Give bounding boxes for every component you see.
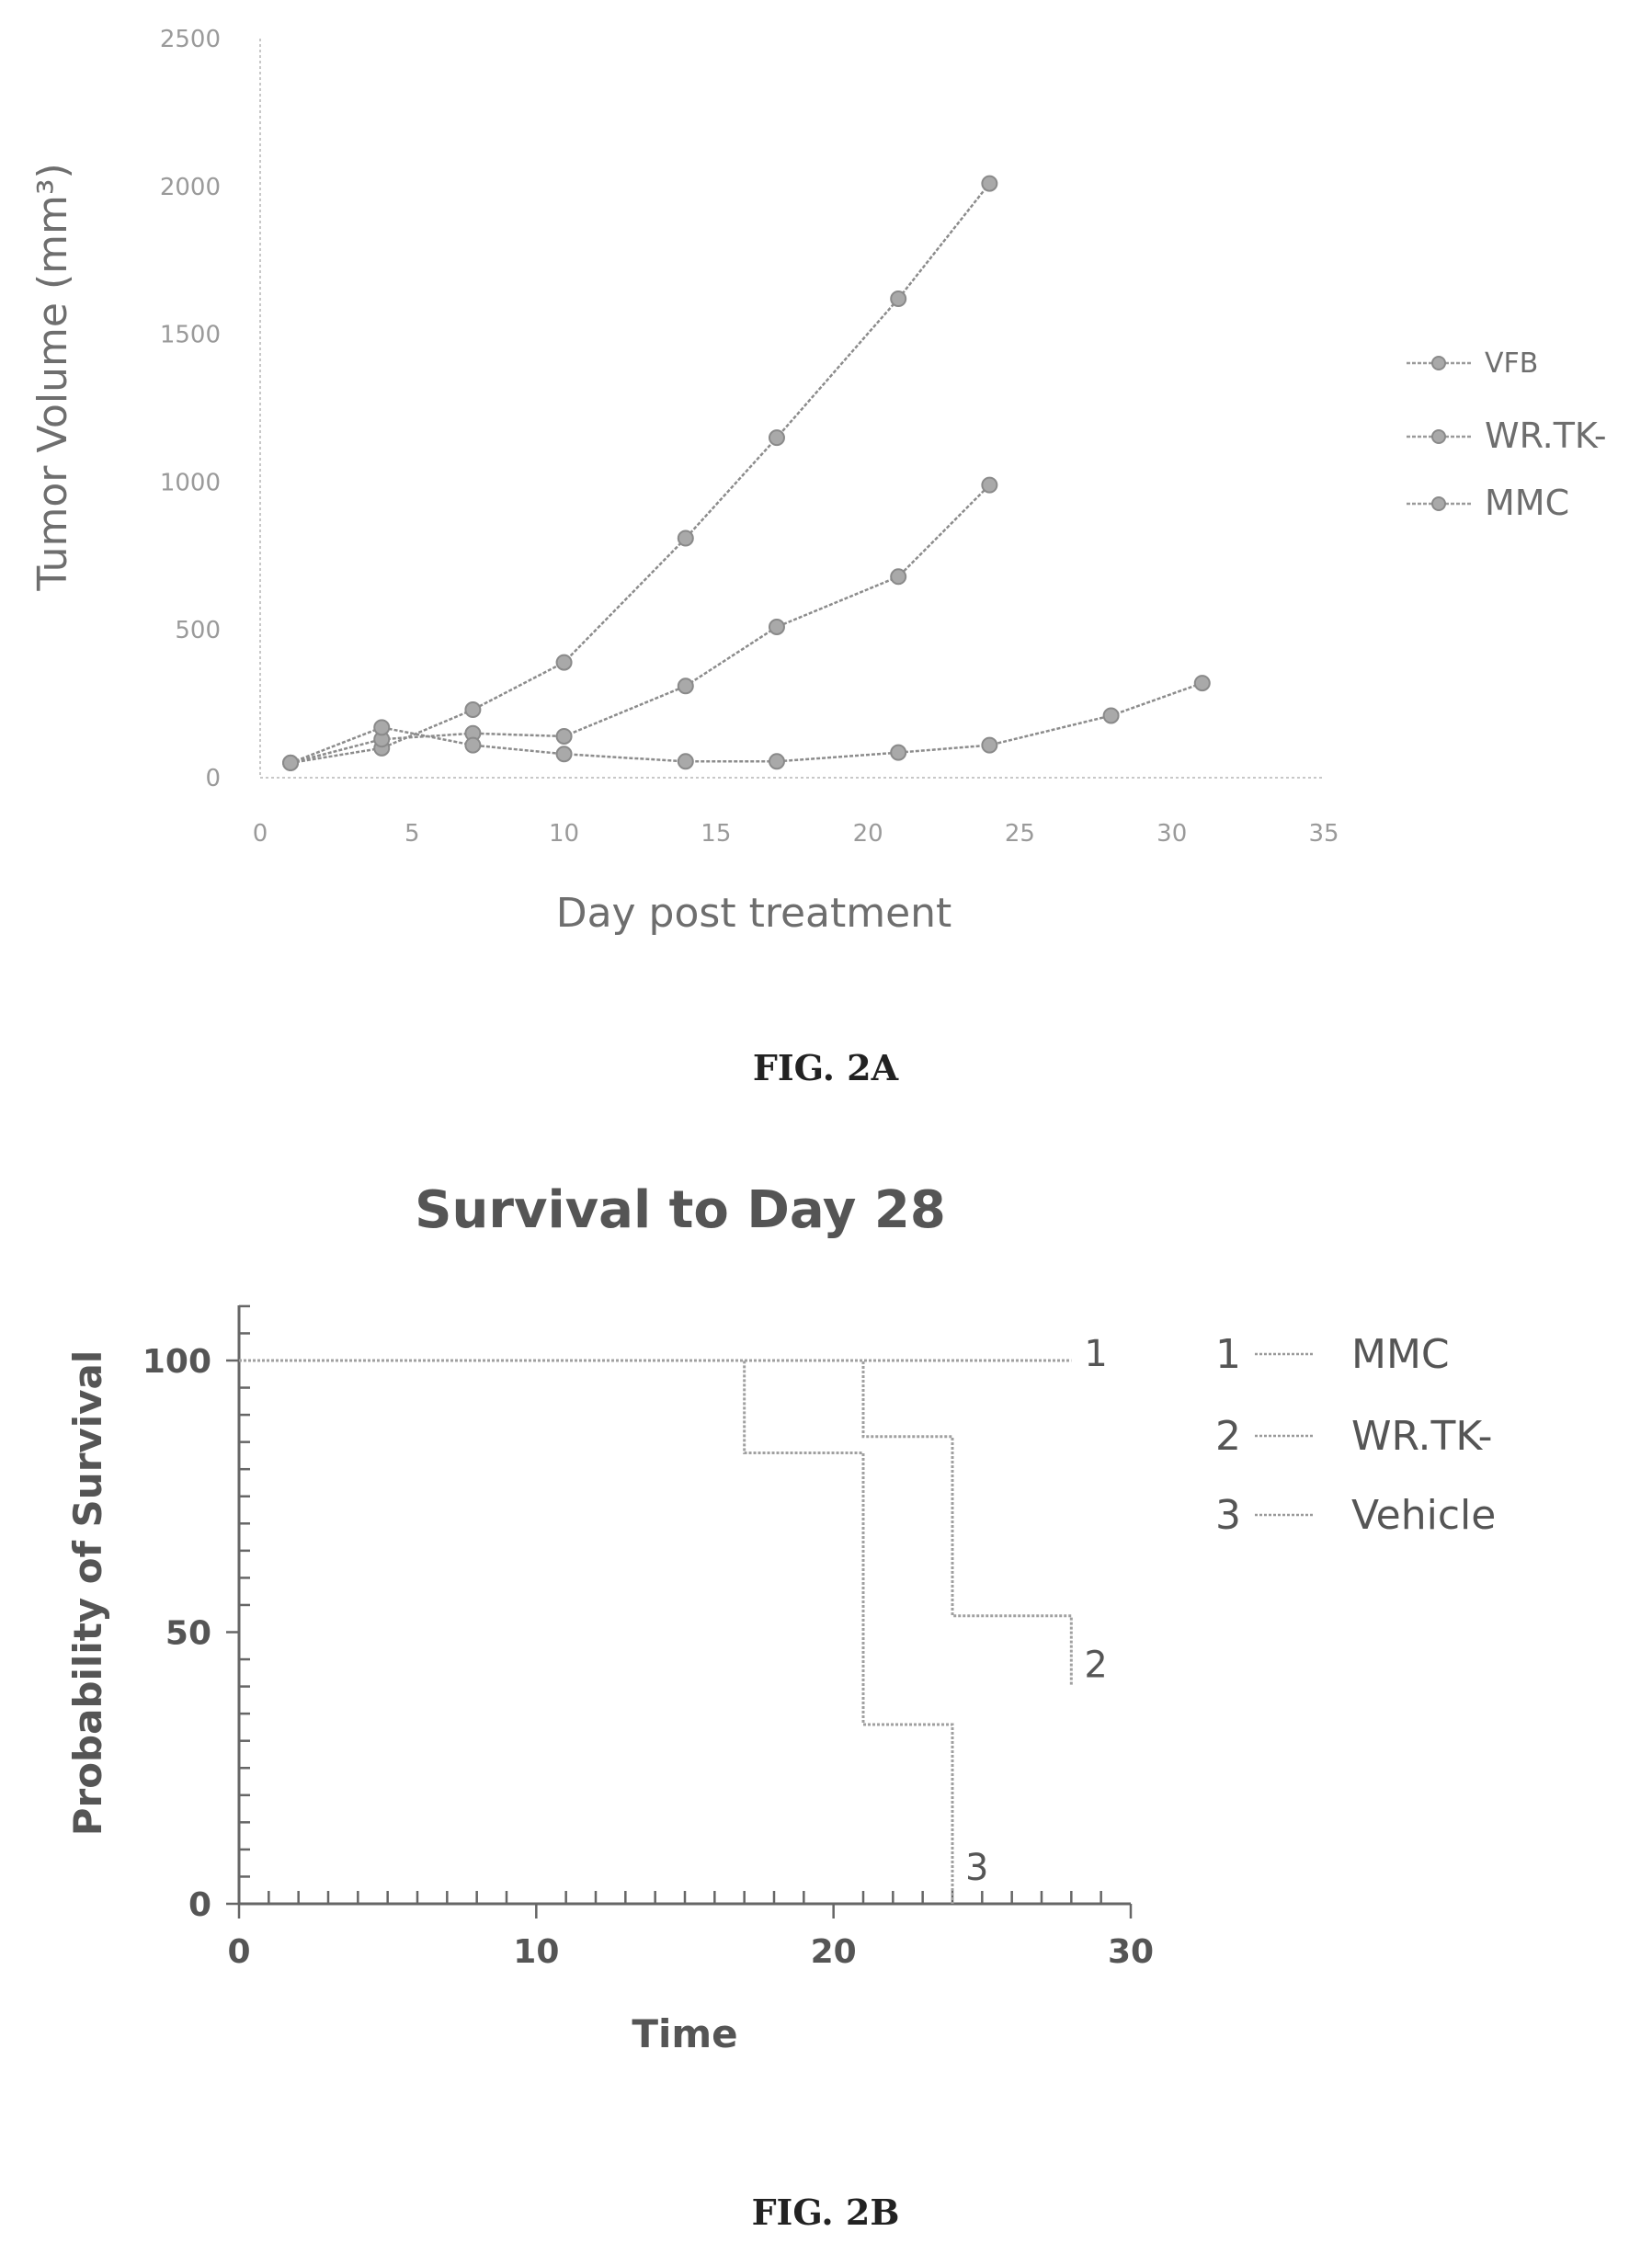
x-tick-label: 0 [253, 820, 268, 848]
data-point [555, 727, 573, 745]
data-point [677, 677, 694, 695]
legend-label: WR.TK- [1485, 416, 1607, 456]
y-tick-label: 0 [188, 1886, 211, 1924]
legend-label: Vehicle [1351, 1492, 1496, 1539]
data-point [373, 719, 391, 736]
y-tick-labels: 0 50 100 [142, 1343, 211, 1924]
legend-label: VFB [1485, 347, 1538, 380]
data-point [1193, 675, 1211, 692]
series-line-wrtk [290, 484, 991, 765]
legend-marker [1431, 429, 1446, 444]
x-tick-label: 25 [1005, 820, 1035, 848]
y-tick-label: 2500 [160, 26, 221, 53]
legend-marker [1431, 496, 1446, 511]
data-point [981, 476, 998, 494]
y-tick-label: 2000 [160, 174, 221, 201]
y-axis-label: Probability of Survival [65, 1350, 110, 1837]
y-tick-labels: 0 500 1000 1500 2000 2500 [160, 26, 221, 792]
y-tick-label: 0 [205, 765, 221, 792]
data-point [555, 654, 573, 671]
figure-caption-b: FIG. 2B [752, 2192, 900, 2233]
series-group: 1 2 3 [239, 1333, 1108, 1904]
curve-end-label: 3 [965, 1847, 988, 1889]
legend-id: 3 [1215, 1492, 1241, 1539]
legend-id: 2 [1215, 1413, 1241, 1460]
series-group [282, 175, 1211, 771]
data-point [890, 290, 907, 308]
x-tick-label: 30 [1108, 1933, 1154, 1971]
curve-end-label: 2 [1084, 1645, 1107, 1687]
minor-ticks [226, 1304, 1133, 1919]
data-point [555, 746, 573, 763]
x-axis-label: Day post treatment [556, 890, 952, 937]
data-point [464, 701, 482, 719]
x-axis-label: Time [632, 2011, 737, 2056]
x-tick-label: 10 [513, 1933, 559, 1971]
data-point [768, 618, 785, 635]
legend-label: WR.TK- [1351, 1413, 1492, 1460]
x-tick-labels: 0 5 10 15 20 25 30 35 [253, 820, 1339, 848]
x-tick-label: 0 [227, 1933, 250, 1971]
curve-end-label: 1 [1084, 1333, 1107, 1375]
data-point [1102, 707, 1120, 724]
x-tick-label: 5 [404, 820, 420, 848]
survival-chart: Survival to Day 28 0 50 100 0 10 20 30 1 2 3 Pr… [65, 1180, 1496, 2056]
data-point [768, 429, 785, 447]
x-tick-label: 30 [1156, 820, 1187, 848]
legend: VFB WR.TK- MMC [1407, 347, 1607, 523]
y-axis-label: Tumor Volume (mm³) [29, 163, 76, 591]
legend-label: MMC [1351, 1331, 1450, 1378]
x-tick-label: 20 [811, 1933, 857, 1971]
data-point [464, 736, 482, 754]
legend-id: 1 [1215, 1331, 1241, 1378]
x-tick-label: 15 [701, 820, 731, 848]
y-tick-label: 1000 [160, 469, 221, 496]
data-point [981, 736, 998, 754]
y-tick-label: 100 [142, 1343, 211, 1381]
data-point [890, 568, 907, 586]
legend-marker [1431, 356, 1446, 370]
data-point [677, 753, 694, 770]
x-tick-label: 35 [1308, 820, 1339, 848]
data-point [677, 529, 694, 547]
legend-label: MMC [1485, 483, 1569, 523]
data-point [282, 754, 300, 771]
survival-curve-2 [239, 1359, 1073, 1687]
data-point [981, 175, 998, 192]
chart-title: Survival to Day 28 [415, 1180, 946, 1240]
figure-caption-a: FIG. 2A [753, 1047, 899, 1088]
legend: 1 MMC 2 WR.TK- 3 Vehicle [1215, 1331, 1496, 1539]
y-tick-label: 1500 [160, 322, 221, 349]
data-point [768, 753, 785, 770]
x-tick-label: 20 [853, 820, 883, 848]
y-tick-label: 500 [175, 617, 221, 644]
y-tick-label: 50 [165, 1615, 211, 1653]
tumor-volume-chart: 0 500 1000 1500 2000 2500 0 5 10 15 20 25 30 35 Tumo… [29, 26, 1607, 937]
series-line-mmc [290, 681, 1203, 765]
series-line-vfb [290, 182, 991, 765]
data-point [890, 744, 907, 761]
x-tick-labels: 0 10 20 30 [227, 1933, 1154, 1971]
x-tick-label: 10 [549, 820, 579, 848]
survival-curve-3 [239, 1359, 954, 1904]
